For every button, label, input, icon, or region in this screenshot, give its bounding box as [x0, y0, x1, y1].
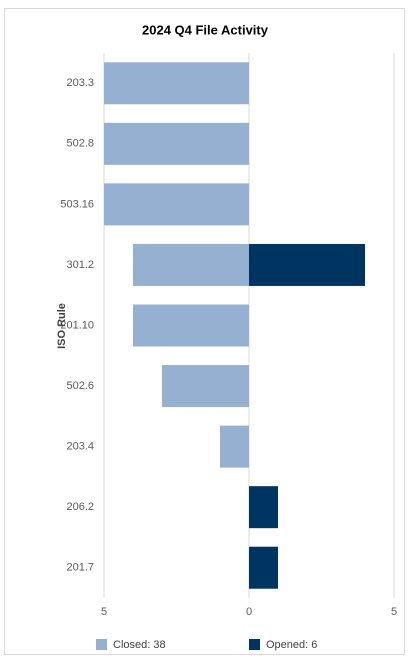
y-tick-label: 201.10: [60, 319, 94, 331]
bar: [249, 546, 278, 589]
bar: [249, 243, 365, 286]
bar: [104, 183, 249, 226]
x-tick-label: 5: [101, 606, 107, 618]
legend-swatch: [96, 639, 107, 650]
legend-label: Opened: 6: [266, 639, 317, 651]
bar: [133, 304, 249, 347]
legend-label: Closed: 38: [113, 639, 166, 651]
y-tick-label: 502.8: [66, 138, 94, 150]
chart-title: 2024 Q4 File Activity: [142, 22, 269, 37]
y-tick-label: 201.7: [66, 562, 94, 574]
bar: [220, 425, 249, 468]
y-tick-label: 206.2: [66, 501, 94, 513]
bar: [133, 243, 249, 286]
y-tick-label: 502.6: [66, 380, 94, 392]
y-tick-label: 301.2: [66, 259, 94, 271]
y-tick-label: 203.3: [66, 77, 94, 89]
y-tick-label: 503.16: [60, 198, 94, 210]
y-axis-title: ISO Rule: [56, 303, 68, 349]
x-tick-label: 0: [246, 606, 252, 618]
y-tick-label: 203.4: [66, 441, 94, 453]
legend-swatch: [249, 639, 260, 650]
bar: [104, 122, 249, 165]
bar: [104, 62, 249, 105]
bar: [162, 365, 249, 408]
bar: [249, 486, 278, 529]
x-tick-label: 5: [391, 606, 397, 618]
